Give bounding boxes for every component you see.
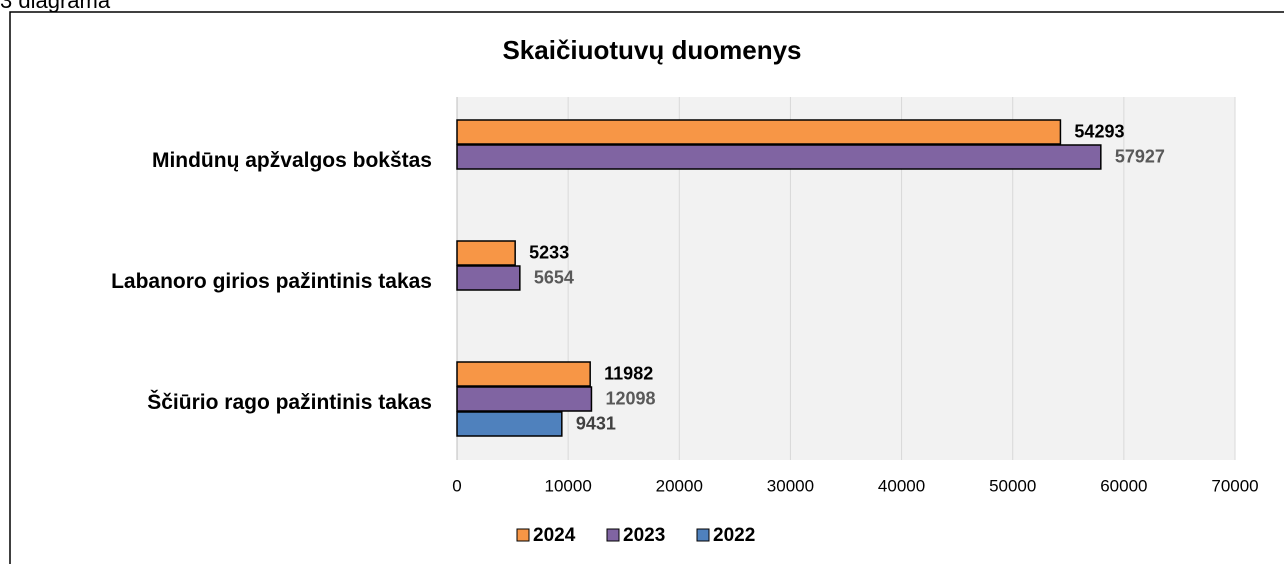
bar <box>456 265 521 291</box>
value-label: 9431 <box>576 413 616 433</box>
value-label: 11982 <box>604 363 653 383</box>
value-label: 57927 <box>1115 146 1165 166</box>
y-tick-label: Labanoro girios pažintinis takas <box>111 270 432 293</box>
x-tick-label: 70000 <box>1211 476 1258 495</box>
bar <box>456 411 563 437</box>
x-tick-label: 30000 <box>767 476 814 495</box>
legend-label: 2023 <box>623 525 665 546</box>
chart-title: Skaičiuotuvų duomenys <box>502 35 801 65</box>
legend-label: 2022 <box>713 525 755 546</box>
bar <box>456 361 591 387</box>
value-label: 5233 <box>529 242 569 262</box>
x-tick-label: 10000 <box>545 476 592 495</box>
value-label: 5654 <box>534 267 574 287</box>
legend-swatch <box>606 528 620 542</box>
value-label: 54293 <box>1074 121 1124 141</box>
x-tick-label: 60000 <box>1100 476 1147 495</box>
y-tick-label: Ščiūrio rago pažintinis takas <box>147 390 432 414</box>
legend-swatch <box>696 528 710 542</box>
x-tick-label: 0 <box>452 476 461 495</box>
bar <box>456 119 1062 145</box>
x-tick-label: 50000 <box>989 476 1036 495</box>
legend-label: 2024 <box>533 525 576 546</box>
caption: 3 diagrama <box>0 0 111 13</box>
x-tick-label: 40000 <box>878 476 925 495</box>
bar <box>456 144 1102 170</box>
y-tick-label: Mindūnų apžvalgos bokštas <box>152 149 432 172</box>
legend-swatch <box>516 528 530 542</box>
value-label: 12098 <box>605 388 655 408</box>
bar <box>456 386 593 412</box>
x-tick-label: 20000 <box>656 476 703 495</box>
bar <box>456 240 516 266</box>
